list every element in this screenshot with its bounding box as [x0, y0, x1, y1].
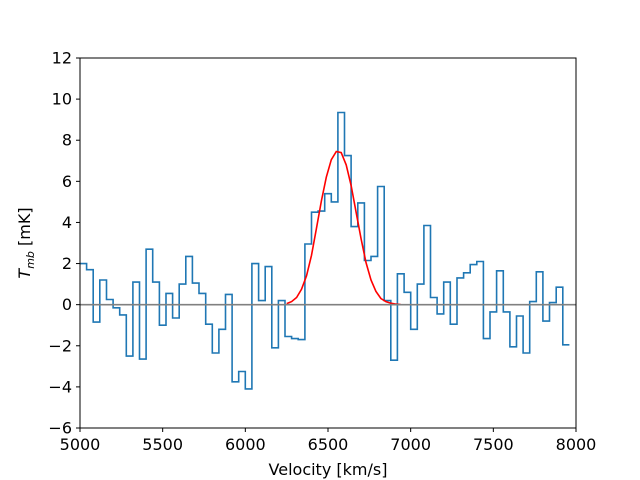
y-tick-label: −4	[48, 377, 72, 396]
x-tick-label: 5500	[142, 435, 183, 454]
x-tick-label: 5000	[60, 435, 101, 454]
x-axis-ticks: 5000 5500 6000 6500 7000 7500 8000	[60, 428, 597, 454]
y-tick-label: −6	[48, 419, 72, 438]
y-tick-label: 8	[62, 131, 72, 150]
x-tick-label: 7500	[473, 435, 514, 454]
y-tick-label: 12	[52, 49, 72, 68]
y-tick-label: 6	[62, 172, 72, 191]
series-layer	[80, 111, 576, 390]
plot-background	[80, 58, 576, 428]
y-axis-ticks: −6 −4 −2 0 2 4 6 8 10 12	[48, 49, 80, 438]
y-tick-label: 4	[62, 213, 72, 232]
y-axis-label-main: T	[15, 268, 34, 279]
x-tick-label: 7000	[390, 435, 431, 454]
y-tick-label: 0	[62, 295, 72, 314]
x-axis-label: Velocity [km/s]	[269, 460, 388, 479]
y-tick-label: −2	[48, 336, 72, 355]
y-tick-label: 2	[62, 254, 72, 273]
y-axis-label-unit: [mK]	[15, 207, 34, 251]
x-tick-label: 6500	[308, 435, 349, 454]
gaussian-fit-line	[286, 150, 401, 306]
y-axis-label: Tmb [mK]	[15, 207, 37, 278]
x-tick-label: 6000	[225, 435, 266, 454]
x-tick-label: 8000	[556, 435, 597, 454]
y-tick-label: 10	[52, 90, 72, 109]
spectrum-step-line	[80, 111, 570, 390]
y-axis-label-subscript: mb	[24, 251, 37, 269]
